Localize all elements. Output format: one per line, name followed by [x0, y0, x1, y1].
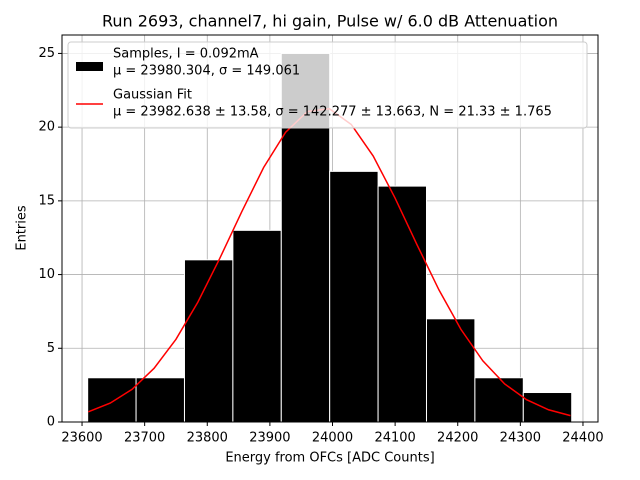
legend-label: μ = 23982.638 ± 13.58, σ = 142.277 ± 13.…	[113, 105, 552, 120]
bar	[474, 377, 524, 423]
chart-title: Run 2693, channel7, hi gain, Pulse w/ 6.…	[102, 12, 558, 31]
legend-label: μ = 23980.304, σ = 149.061	[113, 64, 300, 79]
bar	[135, 377, 185, 423]
x-tick-label: 23700	[124, 431, 165, 446]
x-tick-label: 24000	[312, 431, 353, 446]
bar	[425, 318, 476, 423]
legend-box	[67, 41, 588, 129]
bar	[329, 170, 379, 423]
x-axis-label: Energy from OFCs [ADC Counts]	[225, 451, 434, 466]
legend: Samples, I = 0.092mA μ = 23980.304, σ = 1…	[67, 41, 588, 129]
y-tick-label: 15	[38, 193, 55, 208]
y-tick-label: 10	[38, 267, 55, 282]
axes-frame	[61, 34, 599, 423]
bar	[183, 259, 234, 423]
x-tick-label: 24100	[374, 431, 415, 446]
bar	[232, 229, 282, 423]
bar	[522, 392, 573, 423]
bar	[377, 185, 427, 423]
x-tick-label: 23900	[249, 431, 290, 446]
legend-label: Samples, I = 0.092mA	[113, 47, 259, 62]
y-tick-label: 25	[38, 46, 55, 61]
y-tick-label: 20	[38, 120, 55, 135]
x-tick-label: 23800	[187, 431, 228, 446]
y-tick-label: 0	[47, 415, 55, 430]
x-tick-label: 24200	[437, 431, 478, 446]
x-tick-label: 23600	[61, 431, 102, 446]
x-tick-label: 24400	[562, 431, 603, 446]
legend-swatch	[76, 62, 103, 71]
bar	[87, 377, 137, 423]
y-tick-label: 5	[47, 341, 55, 356]
x-tick-label: 24300	[500, 431, 541, 446]
y-axis-label: Entries	[15, 205, 30, 251]
legend-label: Gaussian Fit	[113, 88, 192, 103]
